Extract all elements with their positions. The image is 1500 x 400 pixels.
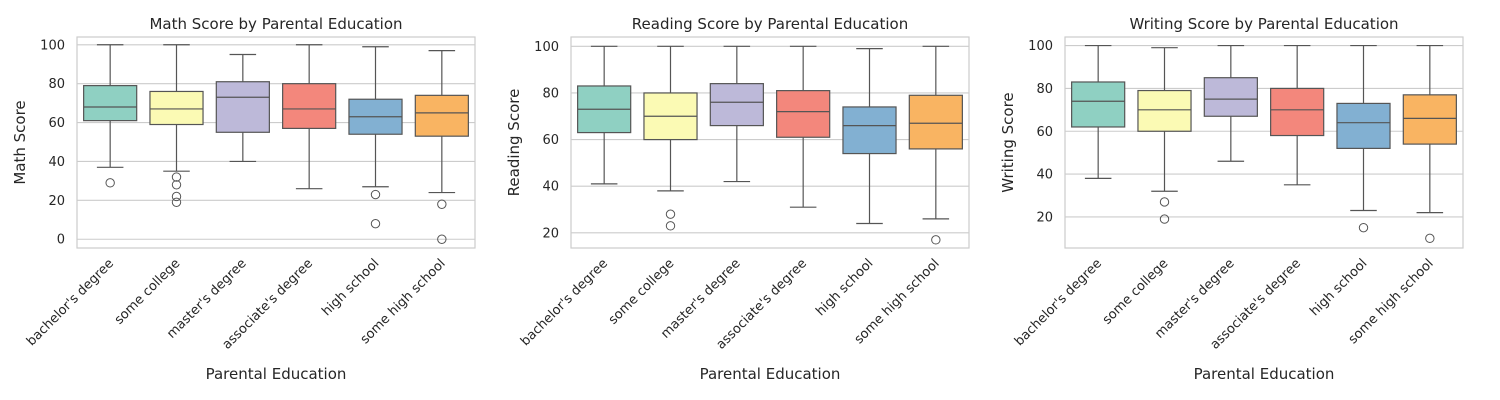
outlier-point	[105, 178, 115, 188]
box-4	[282, 44, 337, 190]
y-tick-label: 60	[1036, 125, 1053, 140]
box-2	[643, 45, 698, 231]
iqr-box	[414, 94, 469, 137]
outlier-point	[1159, 197, 1170, 207]
outlier-point	[437, 199, 447, 209]
x-tick-label: some college	[1100, 256, 1171, 327]
y-tick-label: 20	[48, 194, 65, 209]
y-tick-label: 60	[48, 116, 65, 131]
x-tick-label: high school	[813, 256, 876, 319]
plot-frame	[76, 36, 476, 249]
box-4	[776, 45, 831, 208]
box-2	[1137, 47, 1192, 224]
iqr-box	[1402, 94, 1457, 145]
iqr-box	[709, 83, 764, 127]
box-2	[149, 44, 204, 207]
iqr-box	[1270, 87, 1325, 137]
y-tick-label: 100	[1028, 39, 1053, 54]
outlier-point	[370, 189, 381, 200]
y-tick-label: 0	[57, 233, 65, 248]
y-axis-label: Math Score	[11, 100, 29, 184]
iqr-box	[776, 90, 831, 138]
box-6	[414, 50, 469, 244]
x-tick-label: some college	[112, 256, 183, 327]
box-3	[215, 53, 270, 163]
iqr-box	[1071, 81, 1126, 128]
outlier-point	[171, 197, 182, 207]
outlier-point	[1425, 233, 1435, 244]
box-1	[577, 45, 632, 185]
iqr-box	[1203, 77, 1258, 117]
x-tick-label: high school	[319, 256, 382, 319]
x-tick-label: high school	[1307, 256, 1370, 319]
iqr-box	[215, 81, 270, 133]
outlier-point	[370, 218, 381, 229]
box-1	[1071, 44, 1126, 179]
x-tick-label: bachelor's degree	[24, 256, 117, 349]
outlier-point	[171, 191, 182, 202]
y-tick-label: 40	[1036, 168, 1053, 183]
outlier-point	[171, 180, 182, 190]
y-tick-label: 20	[1036, 210, 1053, 225]
iqr-box	[282, 83, 337, 130]
outlier-point	[1159, 214, 1170, 224]
outlier-point	[665, 221, 676, 231]
y-tick-label: 60	[542, 133, 559, 148]
iqr-box	[908, 94, 963, 150]
y-tick-label: 20	[542, 226, 559, 241]
chart-title: Writing Score by Parental Education	[1129, 15, 1398, 33]
plot-frame	[1064, 36, 1464, 249]
iqr-box	[1137, 89, 1192, 132]
x-axis-label: Parental Education	[1194, 365, 1335, 383]
chart-title: Reading Score by Parental Education	[632, 15, 908, 33]
y-tick-label: 40	[542, 180, 559, 195]
x-axis-label: Parental Education	[700, 365, 841, 383]
outlier-point	[437, 234, 447, 244]
box-3	[709, 45, 764, 183]
box-6	[908, 45, 963, 245]
x-axis-label: Parental Education	[206, 365, 347, 383]
x-tick-label: some college	[606, 256, 677, 327]
outlier-point	[931, 235, 941, 245]
box-5	[348, 46, 403, 229]
iqr-box	[1336, 102, 1391, 149]
iqr-box	[83, 85, 138, 122]
box-6	[1402, 44, 1457, 244]
box-5	[842, 48, 897, 225]
y-tick-label: 80	[542, 86, 559, 101]
box-3	[1203, 44, 1258, 162]
x-tick-label: bachelor's degree	[1012, 256, 1105, 349]
y-tick-label: 80	[48, 77, 65, 92]
chart-title: Math Score by Parental Education	[149, 15, 402, 33]
iqr-box	[842, 106, 897, 155]
y-axis-label: Writing Score	[999, 92, 1017, 192]
y-tick-label: 100	[40, 38, 65, 53]
x-tick-label: bachelor's degree	[518, 256, 611, 349]
box-4	[1270, 44, 1325, 186]
outlier-point	[171, 172, 182, 182]
y-tick-label: 100	[534, 40, 559, 55]
outlier-point	[1358, 222, 1369, 233]
y-axis-label: Reading Score	[505, 89, 523, 197]
box-5	[1336, 44, 1391, 233]
y-tick-label: 80	[1036, 82, 1053, 97]
box-1	[83, 44, 138, 188]
iqr-box	[149, 90, 204, 126]
y-tick-label: 40	[48, 155, 65, 170]
outlier-point	[665, 209, 676, 219]
plot-frame	[570, 36, 970, 249]
